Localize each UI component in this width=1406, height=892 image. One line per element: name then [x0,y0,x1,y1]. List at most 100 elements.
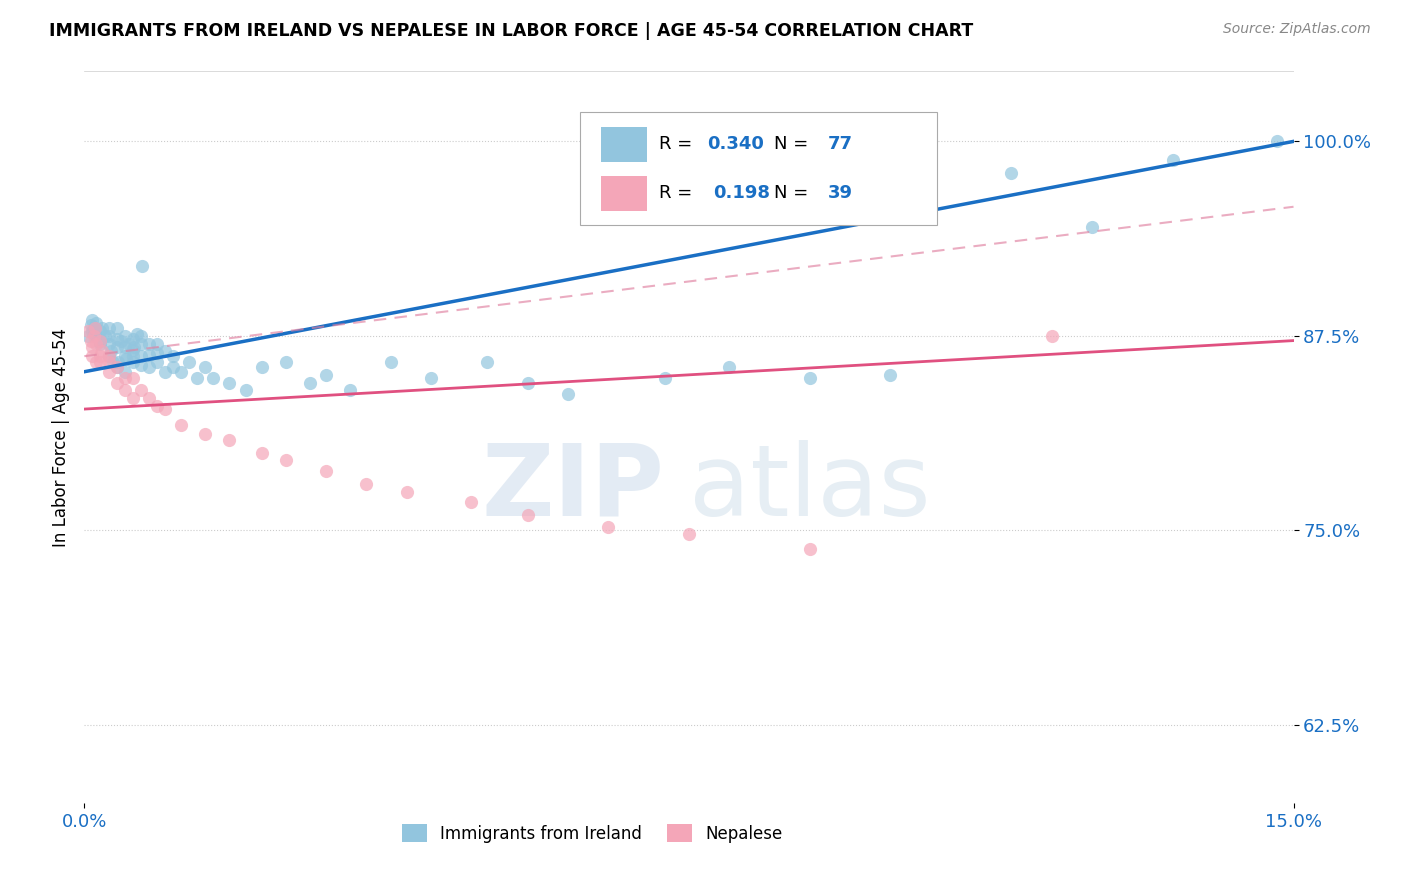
Point [477,355,499,369]
Point [89,349,111,363]
Text: N =: N = [773,184,814,202]
Text: R =: R = [659,135,697,153]
Point [114,365,136,379]
Point [89,355,111,369]
Point [89,324,111,338]
Point [82,313,104,327]
Point [131,259,153,273]
Point [115,352,138,367]
Point [557,386,579,401]
Point [86,317,108,331]
Text: R =: R = [659,184,703,202]
Point [395,484,418,499]
Point [105,376,128,390]
Point [124,340,146,354]
Point [516,376,538,390]
Point [299,376,322,390]
Text: atlas: atlas [689,440,931,537]
Point [97,365,120,379]
Point [97,329,120,343]
Point [105,321,128,335]
Point [356,476,378,491]
Point [121,371,143,385]
Point [83,321,105,335]
Point [420,371,443,385]
Text: IMMIGRANTS FROM IRELAND VS NEPALESE IN LABOR FORCE | AGE 45-54 CORRELATION CHART: IMMIGRANTS FROM IRELAND VS NEPALESE IN L… [49,22,973,40]
Point [1000,165,1022,179]
Point [146,346,169,360]
Y-axis label: In Labor Force | Age 45-54: In Labor Force | Age 45-54 [52,327,70,547]
Point [162,349,184,363]
Point [146,399,169,413]
Point [80,334,103,348]
Point [97,355,120,369]
Point [121,343,143,357]
Point [125,327,148,342]
Text: 0.340: 0.340 [707,135,763,153]
Text: ZIP: ZIP [482,440,665,537]
Point [138,359,160,374]
Point [97,349,120,363]
Point [129,336,152,351]
Point [114,384,136,398]
Point [121,391,143,405]
Point [315,368,337,382]
Point [799,371,821,385]
Point [162,359,184,374]
Point [82,324,104,338]
Text: 39: 39 [828,184,853,202]
Point [1040,329,1063,343]
Point [105,332,128,346]
Point [129,349,152,363]
Point [170,365,193,379]
Point [235,384,257,398]
Point [107,355,129,369]
FancyBboxPatch shape [581,112,936,225]
Point [129,329,152,343]
Point [105,340,128,354]
Point [598,520,620,534]
Point [879,368,901,382]
Point [114,349,136,363]
Point [194,427,217,442]
Point [82,349,104,363]
Point [138,336,160,351]
Text: Source: ZipAtlas.com: Source: ZipAtlas.com [1223,22,1371,37]
Point [202,371,225,385]
Point [170,417,193,432]
FancyBboxPatch shape [600,127,647,162]
Point [86,355,108,369]
Point [516,508,538,522]
Text: 77: 77 [828,135,853,153]
Point [146,336,169,351]
Point [83,321,105,335]
Point [114,329,136,343]
Point [153,402,176,417]
Point [380,355,402,369]
Point [339,384,361,398]
Point [80,318,103,332]
Point [77,329,100,343]
Point [799,542,821,557]
Point [186,371,208,385]
Point [654,371,676,385]
Point [153,344,176,359]
Point [114,340,136,354]
Point [138,348,160,362]
Point [97,321,120,335]
Point [718,359,741,374]
Text: N =: N = [773,135,814,153]
Point [315,464,337,478]
Point [91,321,114,335]
Text: 0.198: 0.198 [713,184,770,202]
Point [118,336,141,351]
Point [129,384,152,398]
Legend: Immigrants from Ireland, Nepalese: Immigrants from Ireland, Nepalese [395,818,789,849]
Point [89,336,111,351]
Point [1267,135,1289,149]
Point [218,433,240,447]
Point [114,371,136,385]
Point [86,329,108,343]
Point [678,526,700,541]
Point [460,495,482,509]
